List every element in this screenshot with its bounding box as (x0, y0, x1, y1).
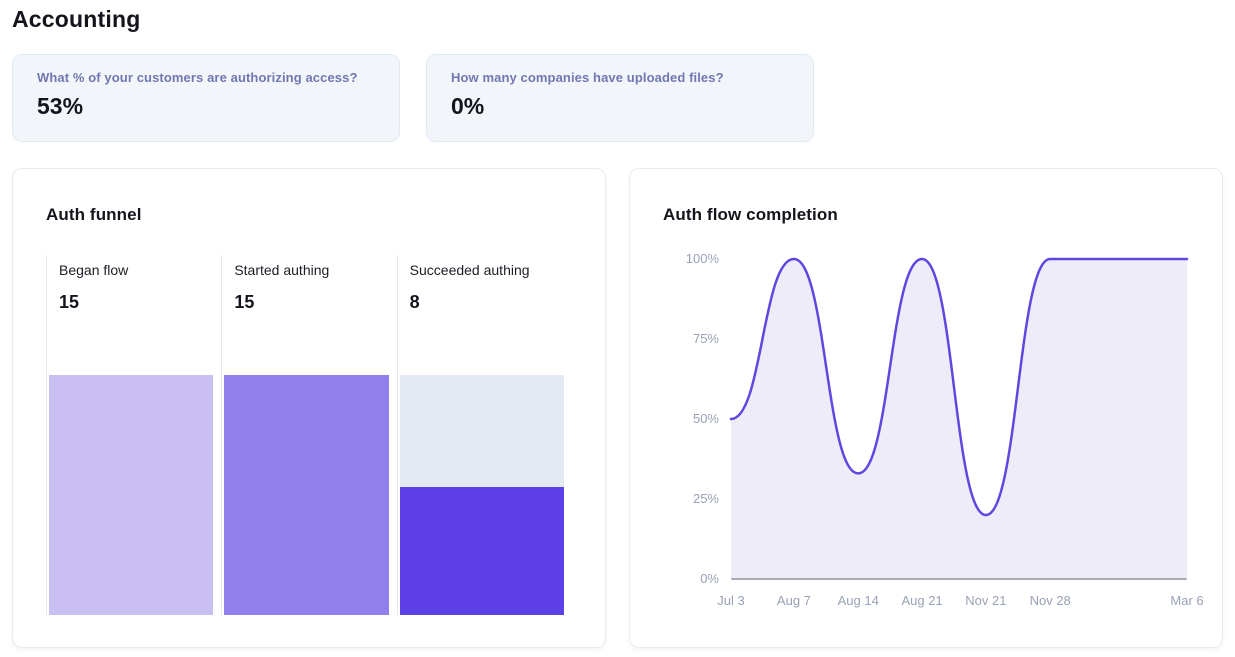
funnel-card-title: Auth funnel (46, 205, 142, 224)
funnel-stage-value: 15 (234, 292, 255, 312)
stat-value: 0% (451, 93, 485, 119)
stats-row: What % of your customers are authorizing… (12, 54, 1223, 142)
line-path (729, 257, 1189, 517)
completion-line-svg (729, 257, 1189, 579)
funnel-bar-fill (399, 487, 564, 615)
auth-flow-completion-card: Auth flow completion 100% 75% 50% 25% 0% (629, 168, 1223, 648)
x-tick-label: Nov 28 (1029, 593, 1071, 608)
stat-question: What % of your customers are authorizing… (37, 70, 358, 85)
funnel-column-started-authing: Started authing 15 (221, 255, 396, 615)
funnel-bar-fill (224, 375, 389, 615)
x-tick-label: Jul 3 (717, 593, 745, 608)
charts-row: Auth funnel Began flow 15 Started authin… (12, 168, 1223, 648)
completion-card-title: Auth flow completion (663, 205, 838, 224)
x-tick-label: Aug 7 (776, 593, 811, 608)
funnel-stage-label: Began flow (59, 262, 129, 278)
stat-card-uploaded-files: How many companies have uploaded files? … (426, 54, 814, 142)
x-tick-label: Mar 6 (1170, 593, 1204, 608)
y-tick-label: 0% (700, 571, 719, 586)
stat-card-authorizing-access: What % of your customers are authorizing… (12, 54, 400, 142)
funnel-column-text: Succeeded authing 8 (398, 255, 572, 375)
funnel-stage-label: Started authing (234, 262, 330, 278)
completion-line-chart: 100% 75% 50% 25% 0% Jul 3 Aug 7 Aug (663, 251, 1204, 608)
funnel-column-text: Started authing 15 (222, 255, 396, 375)
y-tick-label: 50% (692, 411, 719, 426)
x-tick-label: Aug 14 (837, 593, 879, 608)
x-tick-label: Nov 21 (965, 593, 1007, 608)
y-tick-label: 75% (692, 331, 719, 346)
x-axis: Jul 3 Aug 7 Aug 14 Aug 21 Nov 21 Nov 28 … (717, 593, 1203, 611)
funnel-stage-label: Succeeded authing (409, 262, 530, 278)
funnel-bar-started-authing (224, 375, 389, 615)
y-tick-label: 100% (685, 251, 719, 266)
stat-question: How many companies have uploaded files? (451, 70, 724, 85)
funnel-bar-fill (49, 375, 214, 615)
auth-funnel-card: Auth funnel Began flow 15 Started authin… (12, 168, 606, 648)
x-axis-baseline (731, 578, 1187, 580)
y-tick-label: 25% (692, 491, 719, 506)
area-fill-path (731, 259, 1187, 579)
stat-value: 53% (37, 93, 84, 119)
y-axis: 100% 75% 50% 25% 0% (663, 251, 719, 586)
funnel-column-succeeded-authing: Succeeded authing 8 (396, 255, 572, 615)
funnel-column-began-flow: Began flow 15 (46, 255, 221, 615)
completion-plot-area: Jul 3 Aug 7 Aug 14 Aug 21 Nov 21 Nov 28 … (717, 257, 1204, 608)
funnel-bar-began-flow (49, 375, 214, 615)
page-title: Accounting (12, 6, 141, 32)
x-tick-label: Aug 21 (901, 593, 943, 608)
funnel-stage-value: 15 (59, 292, 80, 312)
funnel-stage-value: 8 (409, 292, 420, 312)
funnel-bar-succeeded-authing (399, 375, 564, 615)
funnel-column-text: Began flow 15 (47, 255, 221, 375)
funnel-chart: Began flow 15 Started authing 15 (46, 255, 572, 615)
